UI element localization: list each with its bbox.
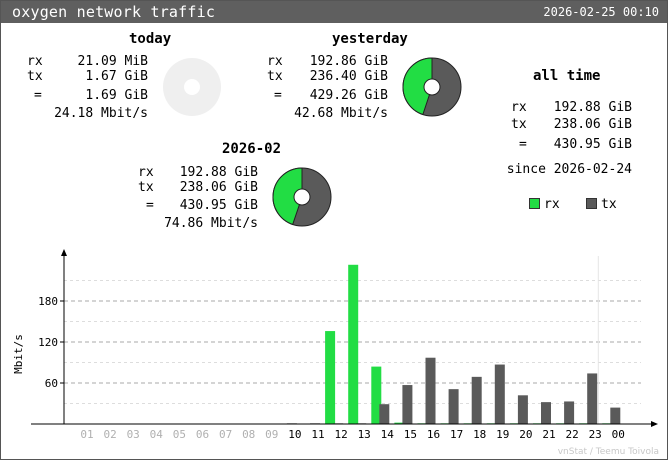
y-tick-label: 180 [38, 295, 58, 308]
today-tx-value: 1.67 GiB [85, 69, 148, 84]
chart-axes: 60 120 180 01 02 03 04 05 06 07 08 09 10 11 12 13 14 15 16… [31, 249, 658, 441]
today-rx-value: 21.09 MiB [77, 54, 148, 69]
page-title: oxygen network traffic [12, 3, 216, 21]
bar-rx-12 [325, 331, 336, 424]
month-total-value: 430.95 GiB [179, 198, 258, 213]
yesterday-tx-label: tx [267, 69, 283, 84]
bar-tx-14 [379, 404, 390, 424]
alltime-tx-value: 238.06 GiB [553, 117, 632, 132]
today-heading: today [129, 31, 172, 47]
title-bar: oxygen network traffic 2026-02-25 00:10 [1, 1, 667, 23]
legend-tx-swatch [586, 198, 597, 209]
legend-rx-label: rx [544, 197, 560, 212]
x-tick-label: 21 [542, 428, 555, 441]
today-pie-hole [184, 79, 200, 95]
legend-tx-label: tx [601, 197, 617, 212]
alltime-rx-value: 192.88 GiB [553, 100, 632, 115]
bar-tx-00 [610, 407, 621, 424]
footer-credit: vnStat / Teemu Toivola [557, 447, 659, 457]
x-tick-label: 07 [219, 428, 232, 441]
bar-tx-19 [494, 364, 505, 424]
alltime-total-value: 430.95 GiB [553, 137, 632, 152]
yesterday-rx-label: rx [267, 54, 283, 69]
today-tx-label: tx [27, 69, 43, 84]
today-total-label: = [34, 88, 42, 103]
bar-tx-18 [471, 376, 482, 424]
x-tick-label: 06 [196, 428, 209, 441]
x-tick-label: 16 [427, 428, 440, 441]
alltime-tx-label: tx [511, 117, 527, 132]
yesterday-rx-value: 192.86 GiB [309, 54, 388, 69]
x-tick-label: 23 [589, 428, 602, 441]
yesterday-pie-rx-slice [402, 57, 433, 116]
yesterday-pie [402, 57, 462, 117]
bar-tx-21 [541, 402, 551, 424]
today-pie [163, 58, 221, 116]
chart-bars [286, 264, 621, 424]
today-rate: 24.18 Mbit/s [54, 106, 148, 121]
month-pie-rx-slice [272, 167, 303, 226]
month-heading: 2026-02 [222, 141, 282, 157]
y-tick-label: 120 [38, 336, 58, 349]
month-rx-value: 192.88 GiB [179, 165, 258, 180]
yesterday-rate: 42.68 Mbit/s [294, 106, 388, 121]
month-total-label: = [146, 198, 154, 213]
legend-tx: tx [586, 197, 617, 212]
today-rx-label: rx [27, 54, 43, 69]
hourly-bar-chart: 60 120 180 01 02 03 04 05 06 07 08 09 10 11 12 13 14 15 16… [12, 249, 658, 441]
x-tick-label: 01 [80, 428, 93, 441]
today-total-value: 1.69 GiB [85, 88, 148, 103]
alltime-rx-label: rx [511, 100, 527, 115]
bar-tx-22 [564, 401, 575, 424]
bar-rx-13 [348, 264, 359, 424]
x-tick-label: 19 [496, 428, 509, 441]
month-tx-value: 238.06 GiB [179, 180, 258, 195]
x-tick-label: 17 [450, 428, 463, 441]
x-tick-label: 22 [565, 428, 578, 441]
legend-rx-swatch [529, 198, 540, 209]
bar-tx-16 [425, 357, 436, 424]
month-rx-label: rx [138, 165, 154, 180]
y-axis-label: Mbit/s [12, 334, 25, 374]
x-tick-label: 14 [381, 428, 395, 441]
y-axis-arrow [61, 249, 67, 256]
alltime-heading: all time [533, 68, 601, 84]
yesterday-pie-hole [423, 78, 441, 96]
y-tick-label: 60 [45, 377, 58, 390]
bar-tx-17 [448, 389, 459, 424]
x-tick-label: 09 [265, 428, 278, 441]
bar-tx-23 [587, 373, 598, 424]
x-tick-label: 04 [150, 428, 164, 441]
alltime-total-label: = [519, 137, 527, 152]
bar-tx-20 [517, 395, 528, 424]
legend-rx: rx [529, 197, 560, 212]
bar-tx-15 [402, 385, 413, 424]
month-pie-hole [293, 188, 311, 206]
x-tick-label: 15 [404, 428, 417, 441]
yesterday-heading: yesterday [332, 31, 408, 47]
x-tick-label: 18 [473, 428, 486, 441]
month-rate: 74.86 Mbit/s [164, 216, 258, 231]
month-tx-label: tx [138, 180, 154, 195]
yesterday-total-value: 429.26 GiB [309, 88, 388, 103]
yesterday-total-label: = [274, 88, 282, 103]
timestamp: 2026-02-25 00:10 [543, 5, 659, 19]
x-tick-label: 00 [612, 428, 625, 441]
x-tick-label: 12 [334, 428, 347, 441]
bar-rx-15 [394, 422, 405, 424]
x-tick-label: 11 [311, 428, 324, 441]
x-tick-label: 05 [173, 428, 186, 441]
x-axis-arrow [651, 421, 658, 427]
x-tick-label: 08 [242, 428, 255, 441]
x-tick-label: 20 [519, 428, 532, 441]
x-tick-label: 13 [358, 428, 371, 441]
x-tick-label: 02 [103, 428, 116, 441]
x-tick-label: 03 [127, 428, 140, 441]
bar-rx-14 [371, 366, 382, 424]
month-pie [272, 167, 332, 227]
yesterday-tx-value: 236.40 GiB [309, 69, 388, 84]
alltime-since: since 2026-02-24 [506, 162, 632, 177]
x-tick-label: 10 [288, 428, 301, 441]
